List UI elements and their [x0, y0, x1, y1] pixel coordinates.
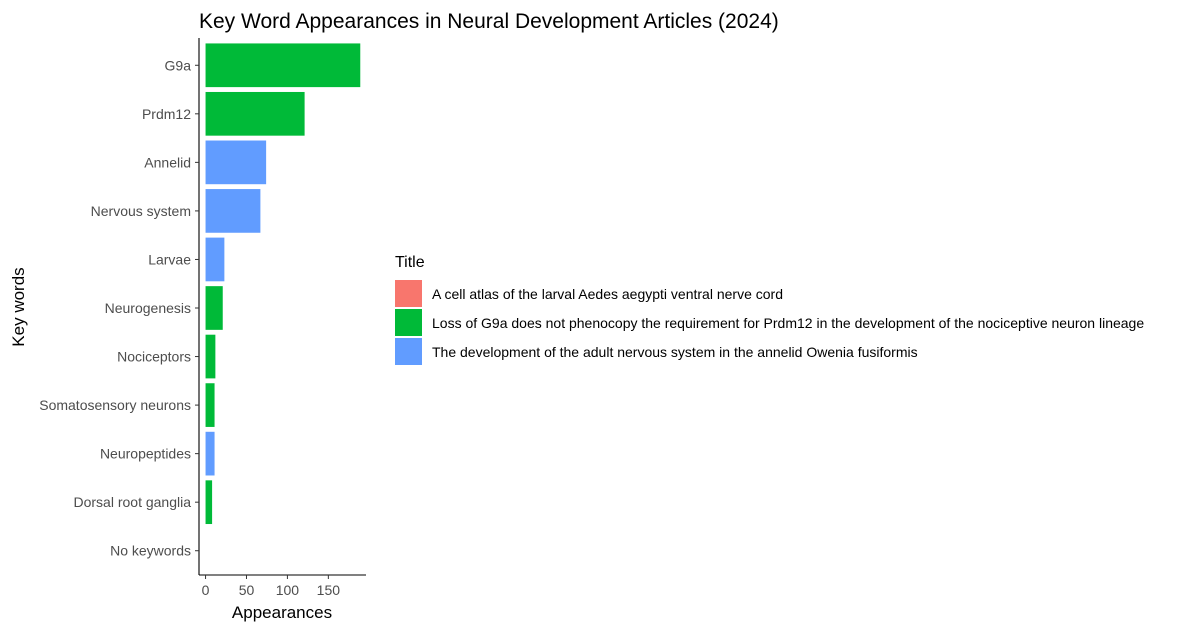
- x-tick-label: 150: [317, 582, 341, 598]
- y-tick-label: Neurogenesis: [105, 300, 191, 316]
- x-axis-title: Appearances: [232, 603, 332, 622]
- chart-title: Key Word Appearances in Neural Developme…: [199, 10, 779, 33]
- legend-swatch: [395, 280, 422, 307]
- x-tick-label: 0: [202, 582, 210, 598]
- y-axis: G9a Prdm12 Annelid Nervous system Larvae Neur…: [39, 38, 200, 575]
- y-tick-label: G9a: [165, 57, 192, 73]
- legend-title: Title: [395, 254, 425, 271]
- y-tick-label: Somatosensory neurons: [39, 397, 191, 413]
- plot-area: [205, 43, 361, 525]
- y-tick-label: Dorsal root ganglia: [73, 494, 191, 510]
- y-tick-label: Prdm12: [142, 106, 191, 122]
- bar: [205, 286, 223, 330]
- bar: [205, 383, 215, 427]
- y-tick-label: Nociceptors: [117, 349, 191, 365]
- y-tick-label: Larvae: [148, 251, 191, 267]
- legend: Title A cell atlas of the larval Aedes a…: [395, 254, 1144, 365]
- legend-label: The development of the adult nervous sys…: [432, 344, 918, 360]
- legend-label: Loss of G9a does not phenocopy the requi…: [432, 315, 1144, 331]
- y-tick-label: Neuropeptides: [100, 446, 191, 462]
- y-tick-label: Nervous system: [91, 203, 191, 219]
- x-tick-label: 50: [239, 582, 255, 598]
- y-axis-title: Key words: [9, 267, 28, 346]
- bar: [205, 237, 225, 282]
- bar: [205, 140, 267, 185]
- bar: [205, 43, 361, 88]
- bar: [205, 91, 305, 136]
- x-axis: 0 50 100 150: [199, 574, 366, 598]
- legend-swatch: [395, 309, 422, 336]
- legend-swatch: [395, 338, 422, 365]
- bar: [205, 189, 261, 233]
- y-tick-label: No keywords: [110, 543, 191, 559]
- bar: [205, 431, 215, 476]
- y-tick-label: Annelid: [144, 154, 191, 170]
- x-tick-label: 100: [276, 582, 300, 598]
- bar: [205, 334, 216, 379]
- legend-label: A cell atlas of the larval Aedes aegypti…: [432, 286, 783, 302]
- bar: [205, 480, 213, 525]
